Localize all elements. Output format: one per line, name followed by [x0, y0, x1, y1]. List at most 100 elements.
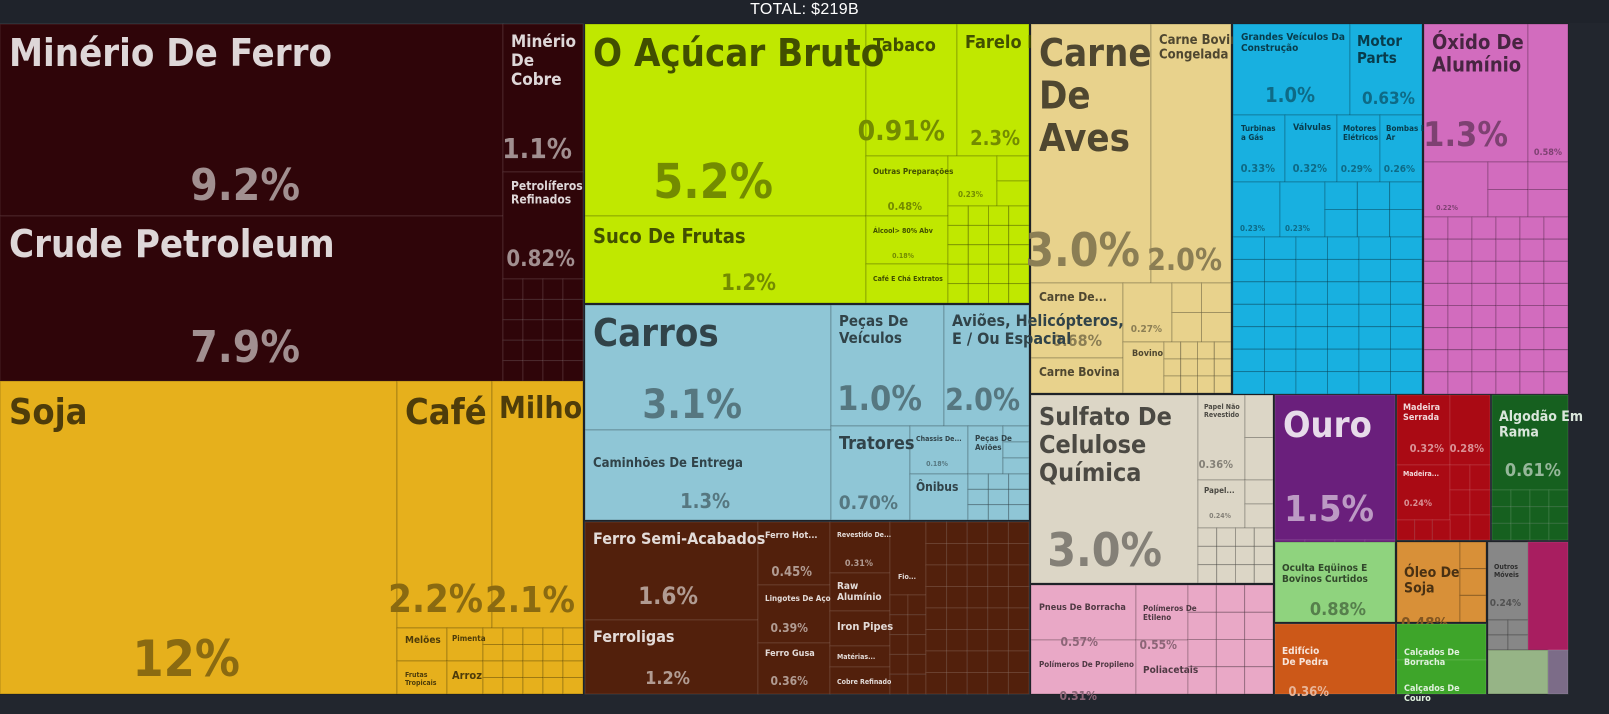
treemap-cell-minor[interactable] [996, 155, 1030, 182]
treemap-cell-minor[interactable] [1543, 216, 1569, 240]
treemap-cell-minor[interactable] [1447, 349, 1473, 373]
treemap-cell-minor[interactable] [1519, 238, 1545, 262]
treemap-cell-minor[interactable] [1495, 216, 1521, 240]
treemap-cell-minor[interactable] [1253, 527, 1274, 547]
treemap-cell-minor[interactable] [502, 298, 524, 321]
cell-other-1[interactable] [1527, 541, 1569, 651]
treemap-cell-minor[interactable] [562, 627, 584, 645]
treemap-cell-minor[interactable] [1295, 281, 1328, 305]
treemap-cell-minor[interactable] [542, 677, 564, 695]
cell-carne-de[interactable] [1030, 282, 1124, 359]
treemap-cell-minor[interactable] [1327, 303, 1360, 328]
treemap-cell-minor[interactable] [1358, 258, 1391, 283]
treemap-cell-minor[interactable] [1216, 564, 1236, 584]
cell-wood-028[interactable] [1449, 394, 1491, 466]
treemap-cell-minor[interactable] [522, 278, 544, 300]
cell-soja[interactable] [0, 380, 398, 695]
treemap-cell-minor[interactable] [946, 650, 968, 673]
treemap-cell-minor[interactable] [1244, 503, 1274, 529]
cell-revestido[interactable] [829, 521, 891, 574]
treemap-cell-minor[interactable] [1447, 371, 1473, 395]
treemap-cell-minor[interactable] [482, 627, 504, 645]
treemap-cell-minor[interactable] [1491, 506, 1512, 524]
treemap-cell-minor[interactable] [482, 644, 504, 662]
treemap-cell-minor[interactable] [1358, 303, 1391, 328]
treemap-cell-minor[interactable] [1471, 349, 1497, 373]
treemap-cell-minor[interactable] [1510, 506, 1531, 524]
treemap-cell-minor[interactable] [1447, 305, 1473, 329]
treemap-cell-minor[interactable] [562, 298, 584, 321]
treemap-cell-minor[interactable] [1163, 341, 1182, 360]
treemap-cell-minor[interactable] [1471, 216, 1497, 240]
treemap-cell-minor[interactable] [966, 607, 989, 630]
treemap-cell-minor[interactable] [946, 543, 968, 566]
treemap-cell-minor[interactable] [1519, 282, 1545, 306]
treemap-cell-minor[interactable] [925, 607, 948, 630]
treemap-cell-minor[interactable] [1519, 327, 1545, 351]
treemap-cell-minor[interactable] [966, 650, 989, 673]
treemap-cell-minor[interactable] [1008, 224, 1030, 246]
treemap-cell-minor[interactable] [1008, 488, 1030, 506]
treemap-cell-minor[interactable] [1324, 209, 1358, 238]
treemap-cell-minor[interactable] [1264, 281, 1297, 305]
treemap-cell-minor[interactable] [1324, 181, 1358, 210]
treemap-cell-minor[interactable] [966, 629, 989, 652]
treemap-cell-minor[interactable] [987, 564, 1009, 587]
treemap-cell-minor[interactable] [907, 673, 927, 695]
treemap-cell-minor[interactable] [1469, 464, 1491, 491]
treemap-cell-minor[interactable] [502, 627, 524, 645]
treemap-cell-minor[interactable] [1264, 348, 1297, 373]
treemap-cell-minor[interactable] [1327, 371, 1360, 395]
treemap-cell-minor[interactable] [988, 244, 1010, 265]
treemap-cell-minor[interactable] [946, 521, 968, 544]
treemap-cell-minor[interactable] [1215, 666, 1246, 695]
treemap-cell-minor[interactable] [967, 504, 989, 521]
treemap-cell-minor[interactable] [1389, 209, 1423, 238]
treemap-cell-minor[interactable] [947, 205, 969, 226]
treemap-cell-minor[interactable] [1327, 236, 1360, 260]
treemap-cell-minor[interactable] [522, 660, 544, 678]
treemap-cell-minor[interactable] [1519, 349, 1545, 373]
treemap-cell-minor[interactable] [1459, 594, 1487, 623]
treemap-cell-minor[interactable] [1235, 527, 1255, 547]
treemap-cell-minor[interactable] [1008, 473, 1030, 490]
treemap-cell-minor[interactable] [482, 677, 504, 695]
cell-minerio-de-ferro[interactable] [0, 23, 504, 217]
treemap-cell-minor[interactable] [502, 360, 524, 382]
treemap-cell-minor[interactable] [1007, 672, 1030, 695]
treemap-cell-minor[interactable] [1213, 375, 1232, 394]
treemap-cell-minor[interactable] [1295, 258, 1328, 283]
cell-petroliferos-refinados[interactable] [502, 171, 584, 280]
treemap-cell-minor[interactable] [1491, 522, 1512, 541]
cell-milho[interactable] [491, 380, 584, 629]
cell-oculta-equinos[interactable] [1274, 541, 1396, 623]
treemap-cell-minor[interactable] [946, 629, 968, 652]
treemap-cell-minor[interactable] [1529, 522, 1550, 541]
treemap-cell-minor[interactable] [1007, 629, 1030, 652]
cell-caminhoes-de-entrega[interactable] [830, 304, 945, 427]
treemap-cell-minor[interactable] [1390, 303, 1423, 328]
cell-suco-de-frutas[interactable] [865, 23, 958, 157]
treemap-cell-minor[interactable] [1007, 521, 1030, 544]
treemap-cell-minor[interactable] [1431, 519, 1451, 541]
treemap-cell-minor[interactable] [967, 283, 989, 304]
cell-turbinas-a-gas[interactable] [1232, 114, 1286, 183]
cell-oleo-de-soja[interactable] [1396, 541, 1461, 623]
cell-arroz[interactable] [446, 660, 484, 695]
treemap-cell-minor[interactable] [1423, 260, 1449, 284]
treemap-cell-minor[interactable] [502, 319, 524, 341]
treemap-cell-minor[interactable] [967, 244, 989, 265]
treemap-cell-minor[interactable] [1471, 260, 1497, 284]
treemap-cell-minor[interactable] [1244, 584, 1274, 613]
treemap-cell-minor[interactable] [1216, 527, 1236, 547]
treemap-cell-minor[interactable] [1543, 305, 1569, 329]
cell-carne-bovina[interactable] [1030, 357, 1124, 394]
cell-ferro-gusa[interactable] [757, 642, 831, 695]
treemap-cell-minor[interactable] [1327, 281, 1360, 305]
treemap-cell-minor[interactable] [1423, 238, 1449, 262]
cell-ferro-hot[interactable] [757, 521, 831, 586]
cell-farelo-de-soja[interactable] [584, 215, 867, 304]
treemap-cell-minor[interactable] [1396, 519, 1416, 541]
treemap-cell-minor[interactable] [1469, 489, 1491, 516]
treemap-cell-minor[interactable] [542, 360, 564, 382]
